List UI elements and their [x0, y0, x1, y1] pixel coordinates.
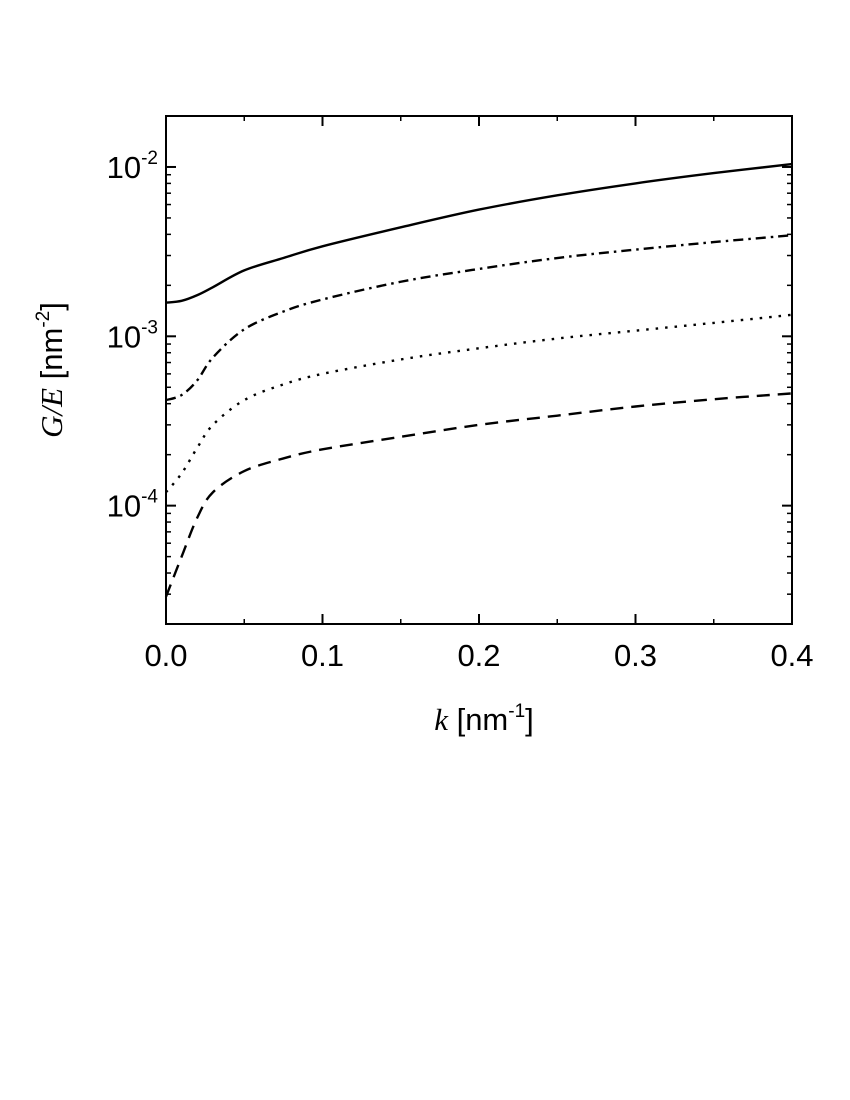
x-axis-label-exp: -1 [508, 701, 525, 722]
y-tick-label: 10-2 [107, 148, 158, 185]
plot-area [164, 162, 793, 598]
y-axis-label: G/E [nm-2] [33, 302, 69, 438]
y-axis-label-exp: -2 [33, 311, 54, 328]
x-tick-label: 0.0 [144, 638, 187, 673]
x-tick-label: 0.4 [770, 638, 813, 673]
y-tick-label-base: 10 [107, 489, 141, 524]
series-line-solid [165, 162, 793, 304]
y-tick-label-base: 10 [107, 150, 141, 185]
y-tick-label-exp: -4 [141, 487, 158, 508]
axis-ticks [165, 115, 793, 625]
x-axis-label: k [nm-1] [434, 701, 534, 737]
y-tick-label: 10-4 [107, 487, 159, 524]
series-line-dashed [164, 392, 793, 598]
y-axis-label-unit: [nm [34, 328, 69, 388]
x-axis-label-var: k [434, 702, 449, 737]
plot-frame [165, 115, 793, 625]
y-tick-label-exp: -2 [141, 148, 158, 169]
x-tick-label: 0.3 [614, 638, 657, 673]
y-tick-label: 10-3 [107, 317, 158, 354]
x-axis-label-unit: [nm [448, 702, 508, 737]
y-tick-label-exp: -3 [141, 317, 158, 338]
tick-labels: 0.0 0.1 0.2 0.3 0.410-410-310-2 [107, 148, 814, 673]
series-line-dotted [165, 313, 793, 494]
series-line-dash-dot [165, 234, 793, 402]
x-tick-label: 0.1 [301, 638, 344, 673]
x-tick-label: 0.2 [457, 638, 500, 673]
y-axis-label-var: G/E [34, 388, 69, 438]
y-axis-label-close: ] [34, 302, 69, 311]
y-tick-label-base: 10 [107, 319, 141, 354]
x-axis-label-close: ] [525, 702, 534, 737]
